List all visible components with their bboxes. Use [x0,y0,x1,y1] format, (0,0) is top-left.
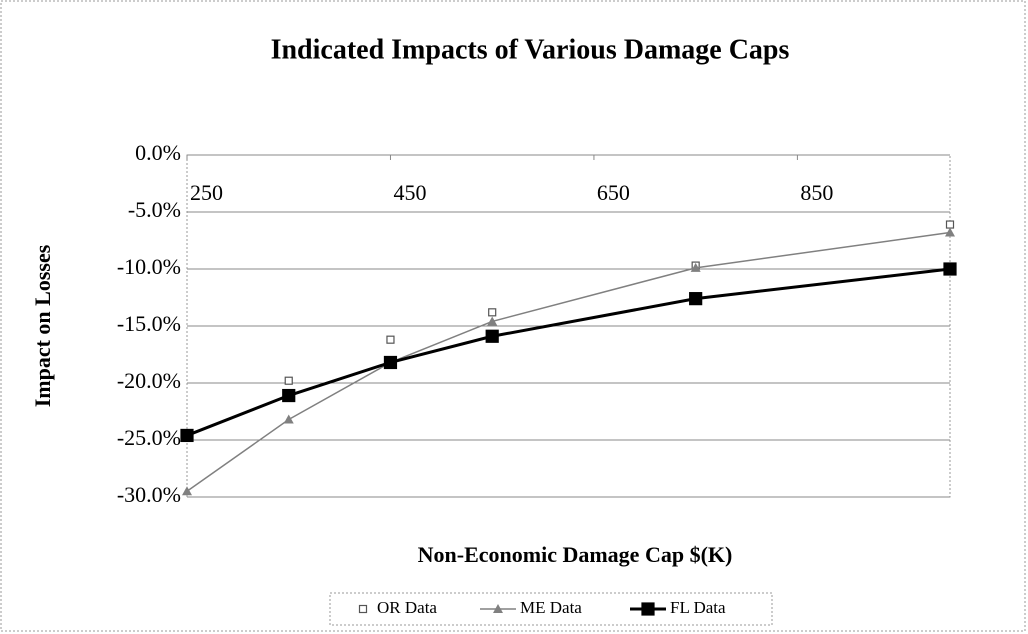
series-line [186,231,951,492]
x-axis-title: Non-Economic Damage Cap $(K) [418,542,733,567]
marker [358,604,368,614]
y-tick-label: -10.0% [117,254,181,279]
x-tick-label: 650 [597,180,630,205]
series-line [186,267,951,437]
marker [180,428,194,443]
y-axis-title: Impact on Losses [30,244,55,407]
y-tick-label: 0.0% [135,140,181,165]
legend-label: ME Data [520,598,582,617]
x-tick-label: 250 [190,180,223,205]
x-tick-label: 850 [800,180,833,205]
marker [386,335,395,344]
x-tick-label: 450 [393,180,426,205]
marker [282,388,296,403]
marker [943,262,957,276]
marker [690,262,701,272]
legend [329,592,773,626]
marker [383,355,398,370]
marker [487,316,498,326]
marker [485,329,499,343]
marker [945,227,955,237]
y-tick-label: -5.0% [128,197,181,222]
chart-title: Indicated Impacts of Various Damage Caps [271,34,790,65]
marker [493,604,503,613]
y-tick-label: -30.0% [117,482,181,507]
marker [488,308,497,317]
marker [283,414,294,424]
marker [689,292,703,306]
y-tick-label: -20.0% [117,368,181,393]
marker [182,486,192,496]
y-tick-label: -25.0% [117,425,181,450]
legend-label: OR Data [377,598,437,617]
marker [284,376,293,385]
marker [641,602,655,616]
legend-label: FL Data [670,598,726,617]
marker [945,220,955,229]
y-tick-label: -15.0% [117,311,181,336]
